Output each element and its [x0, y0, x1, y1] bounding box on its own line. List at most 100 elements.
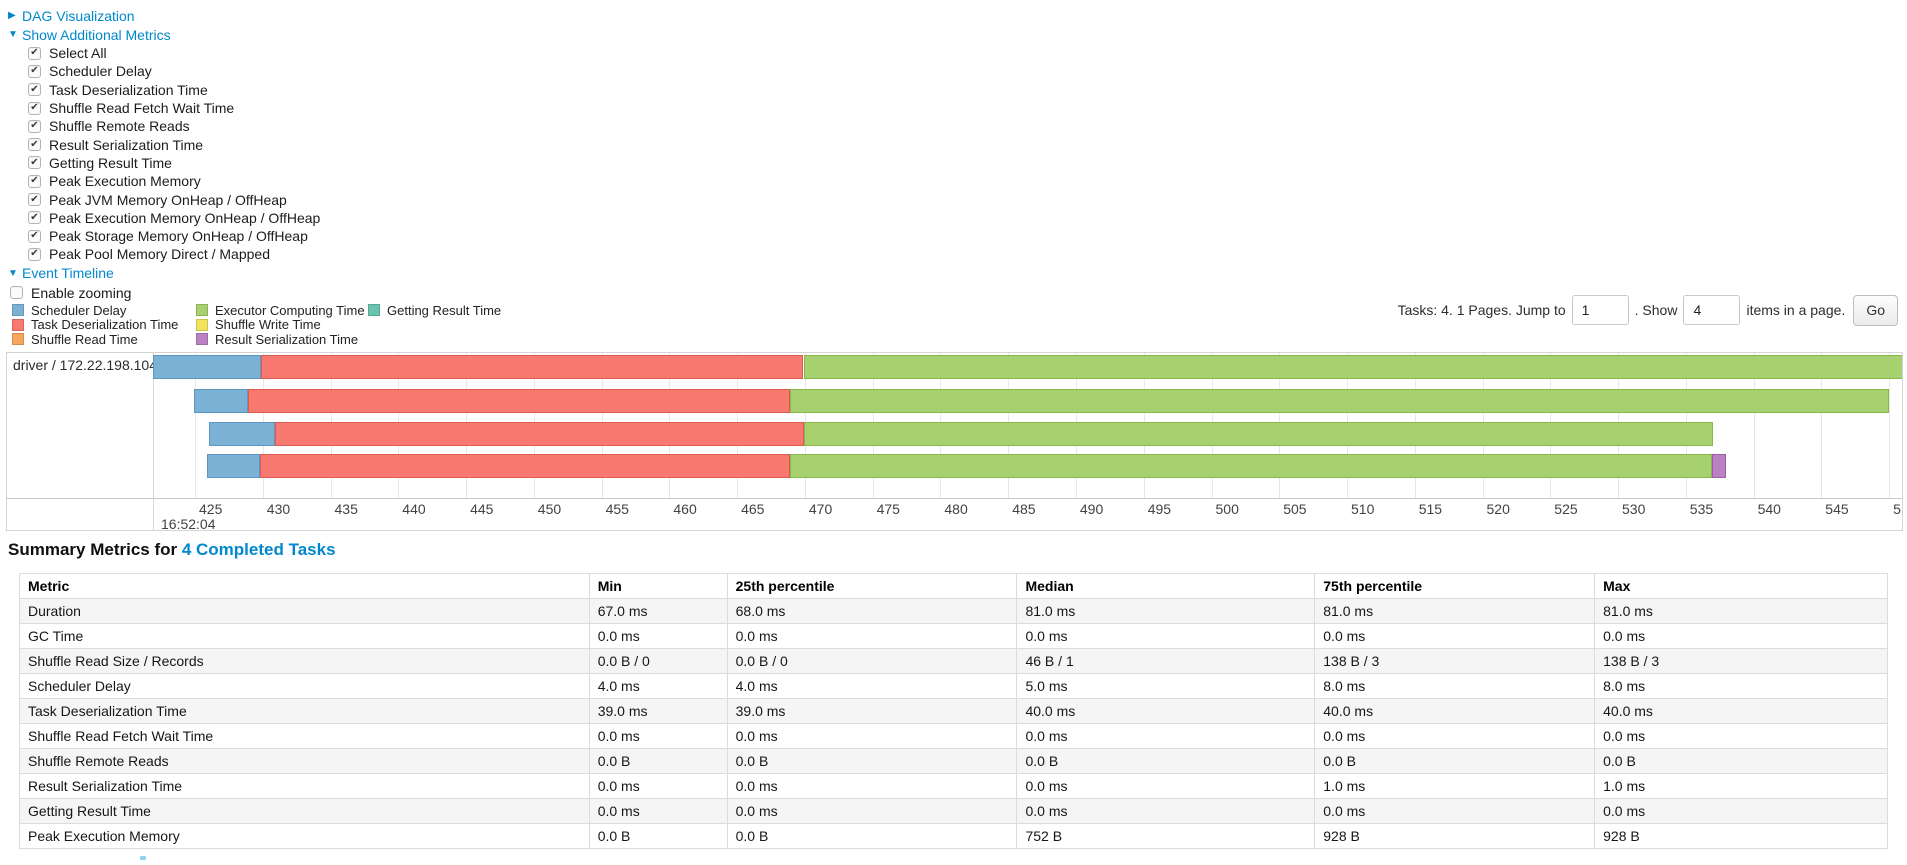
task-bar-segment-scheduler-delay[interactable]	[153, 355, 262, 379]
checkbox-icon[interactable]: ✔	[28, 64, 41, 78]
event-timeline-label: Event Timeline	[22, 265, 114, 282]
metric-value-cell: 8.0 ms	[1314, 673, 1596, 699]
axis-tick-label: 480	[944, 501, 968, 517]
metric-checkbox-label: Peak JVM Memory OnHeap / OffHeap	[49, 191, 287, 208]
metric-checkbox-row[interactable]: ✔ Peak Pool Memory Direct / Mapped	[28, 245, 320, 263]
gridline	[1821, 353, 1823, 498]
task-bar-segment-scheduler-delay[interactable]	[207, 454, 261, 478]
task-bar-segment-result-serialization[interactable]	[1711, 454, 1727, 478]
metric-checkbox-row[interactable]: ✔ Scheduler Delay	[28, 62, 320, 80]
metric-checkbox-row[interactable]: ✔ Shuffle Remote Reads	[28, 117, 320, 135]
metric-value-cell: 81.0 ms	[1314, 598, 1596, 624]
legend-column: Scheduler Delay Task Deserialization Time…	[12, 303, 178, 347]
summary-column-header: 75th percentile	[1314, 573, 1596, 599]
jump-to-page-input[interactable]	[1571, 295, 1629, 325]
legend-item: Executor Computing Time	[196, 303, 365, 318]
show-additional-metrics-toggle[interactable]: ▼ Show Additional Metrics	[8, 25, 320, 44]
expanded-arrow-icon: ▼	[8, 29, 18, 40]
metric-value-cell: 0.0 ms	[1314, 623, 1596, 649]
metric-value-cell: 0.0 ms	[588, 773, 728, 799]
task-bar-segment-task-deserialization[interactable]	[275, 422, 804, 446]
legend-item: Shuffle Read Time	[12, 332, 178, 347]
event-timeline-toggle[interactable]: ▼ Event Timeline	[8, 264, 320, 283]
axis-time-label: 16:52:04	[161, 516, 216, 531]
dag-visualization-label: DAG Visualization	[22, 7, 135, 24]
metric-checkbox-row[interactable]: ✔ Peak JVM Memory OnHeap / OffHeap	[28, 190, 320, 208]
completed-tasks-link[interactable]: 4 Completed Tasks	[181, 540, 336, 559]
metric-checkbox-row[interactable]: ✔ Shuffle Read Fetch Wait Time	[28, 99, 320, 117]
checkbox-icon[interactable]: ✔	[28, 83, 41, 97]
enable-zooming-row[interactable]: Enable zooming	[8, 284, 320, 302]
metric-value-cell: 928 B	[1314, 823, 1596, 849]
dag-visualization-toggle[interactable]: ▶ DAG Visualization	[8, 6, 320, 25]
metric-value-cell: 0.0 ms	[1594, 623, 1888, 649]
metric-value-cell: 5.0 ms	[1016, 673, 1316, 699]
metric-value-cell: 0.0 B	[726, 748, 1018, 774]
metric-value-cell: 0.0 ms	[1314, 798, 1596, 824]
task-bar-segment-executor-computing[interactable]	[803, 422, 1713, 446]
checkbox-icon[interactable]: ✔	[28, 211, 41, 225]
items-per-page-input[interactable]	[1683, 295, 1741, 325]
checkbox-icon[interactable]: ✔	[28, 138, 41, 152]
metric-checkbox-row[interactable]: ✔ Peak Execution Memory	[28, 172, 320, 190]
enable-zooming-checkbox[interactable]	[10, 286, 23, 300]
metric-value-cell: 0.0 ms	[726, 773, 1018, 799]
metric-checkbox-row[interactable]: ✔ Select All	[28, 44, 320, 62]
checkbox-icon[interactable]: ✔	[28, 193, 41, 207]
stage-controls: ▶ DAG Visualization ▼ Show Additional Me…	[8, 6, 320, 302]
summary-metrics-title: Summary Metrics for 4 Completed Tasks	[8, 540, 336, 560]
axis-tick-label: 505	[1283, 501, 1307, 517]
metric-name-cell: Peak Execution Memory	[19, 823, 590, 849]
go-button[interactable]: Go	[1853, 294, 1898, 326]
metric-checkbox-row[interactable]: ✔ Peak Execution Memory OnHeap / OffHeap	[28, 209, 320, 227]
legend-item: Scheduler Delay	[12, 303, 178, 318]
metric-checkbox-label: Peak Execution Memory OnHeap / OffHeap	[49, 209, 321, 226]
task-bar-segment-executor-computing[interactable]	[790, 454, 1712, 478]
legend-swatch-icon	[368, 304, 380, 317]
task-bar-segment-executor-computing[interactable]	[803, 355, 1902, 379]
task-bar-segment-task-deserialization[interactable]	[260, 454, 790, 478]
task-bar-segment-scheduler-delay[interactable]	[193, 389, 248, 413]
metric-checkbox-row[interactable]: ✔ Task Deserialization Time	[28, 81, 320, 99]
task-bar-segment-executor-computing[interactable]	[790, 389, 1890, 413]
axis-tick-label: 520	[1486, 501, 1510, 517]
legend-swatch-icon	[12, 318, 24, 331]
task-bar-segment-task-deserialization[interactable]	[247, 389, 790, 413]
metric-checkbox-row[interactable]: ✔ Peak Storage Memory OnHeap / OffHeap	[28, 227, 320, 245]
checkbox-icon[interactable]: ✔	[28, 174, 41, 188]
items-per-page-label: items in a page.	[1746, 302, 1846, 318]
metric-checkbox-row[interactable]: ✔ Result Serialization Time	[28, 135, 320, 153]
metric-value-cell: 46 B / 1	[1016, 648, 1316, 674]
legend-swatch-icon	[196, 318, 208, 331]
timeline-legend: Scheduler Delay Task Deserialization Time…	[0, 303, 600, 347]
checkbox-icon[interactable]: ✔	[28, 101, 41, 115]
show-label: . Show	[1634, 302, 1678, 318]
metric-name-cell: GC Time	[19, 623, 590, 649]
checkbox-icon[interactable]: ✔	[28, 156, 41, 170]
metric-name-cell: Shuffle Read Size / Records	[19, 648, 590, 674]
axis-tick-label: 450	[537, 501, 562, 517]
axis-tick-label: 470	[808, 501, 833, 517]
legend-label: Task Deserialization Time	[31, 317, 179, 333]
summary-column-header: Metric	[19, 573, 590, 599]
checkbox-icon[interactable]: ✔	[28, 119, 41, 133]
legend-column: Getting Result Time	[368, 303, 501, 318]
checkbox-icon[interactable]: ✔	[28, 247, 41, 261]
axis-tick-label: 530	[1622, 501, 1646, 517]
legend-swatch-icon	[196, 333, 208, 346]
task-bar-segment-scheduler-delay[interactable]	[208, 422, 275, 446]
enable-zooming-label: Enable zooming	[31, 284, 132, 301]
legend-label: Scheduler Delay	[31, 302, 127, 318]
axis-tick-label: 500	[1215, 501, 1239, 517]
legend-swatch-icon	[12, 304, 24, 317]
checkbox-icon[interactable]: ✔	[28, 229, 41, 243]
metric-value-cell: 0.0 B	[1314, 748, 1596, 774]
task-bar-segment-task-deserialization[interactable]	[261, 355, 804, 379]
metric-name-cell: Scheduler Delay	[19, 673, 590, 699]
metric-value-cell: 0.0 ms	[1016, 798, 1316, 824]
metric-value-cell: 40.0 ms	[1314, 698, 1596, 724]
metric-checkbox-row[interactable]: ✔ Getting Result Time	[28, 154, 320, 172]
legend-label: Shuffle Write Time	[215, 317, 321, 333]
checkbox-icon[interactable]: ✔	[28, 46, 41, 60]
